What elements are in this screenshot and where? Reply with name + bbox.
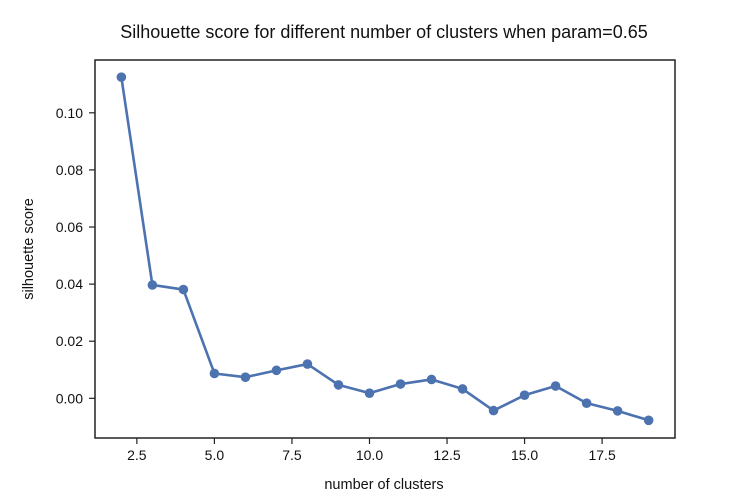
data-point — [147, 280, 158, 290]
data-point — [457, 384, 468, 394]
x-axis-label: number of clusters — [324, 477, 443, 493]
data-point — [643, 415, 654, 426]
data-point — [426, 374, 437, 385]
data-point — [550, 381, 561, 391]
y-tick-label: 0.04 — [56, 276, 83, 292]
y-tick-label: 0.06 — [56, 219, 83, 235]
y-tick-label: 0.08 — [56, 162, 83, 178]
series-line — [120, 75, 650, 422]
x-tick-label: 2.5 — [127, 447, 147, 463]
data-point — [333, 380, 344, 390]
data-point — [519, 390, 530, 400]
data-point — [240, 372, 251, 382]
data-point — [612, 406, 623, 416]
x-tick-label: 12.5 — [433, 447, 460, 463]
x-tick-label: 10.0 — [356, 447, 383, 463]
plot-area — [94, 59, 676, 439]
data-point — [488, 405, 499, 416]
series-layer — [116, 72, 654, 426]
data-point — [395, 379, 406, 389]
x-tick-label: 5.0 — [205, 447, 225, 463]
data-point — [364, 388, 375, 398]
y-tick-label: 0.00 — [56, 390, 83, 406]
data-point — [302, 359, 313, 369]
data-point — [116, 72, 127, 82]
chart-title: Silhouette score for different number of… — [120, 22, 647, 42]
data-point — [271, 365, 282, 376]
y-axis: 0.00 0.02 0.04 0.06 0.08 0.10 — [56, 105, 95, 406]
data-point — [178, 284, 189, 295]
data-point — [581, 398, 592, 408]
x-tick-label: 7.5 — [282, 447, 302, 463]
x-tick-label: 15.0 — [511, 447, 538, 463]
y-tick-label: 0.02 — [56, 333, 83, 349]
x-tick-label: 17.5 — [588, 447, 615, 463]
data-point — [209, 368, 220, 379]
y-axis-label: silhouette score — [21, 198, 37, 300]
x-axis: 2.5 5.0 7.5 10.0 12.5 15.0 17.5 — [127, 438, 616, 463]
y-tick-label: 0.10 — [56, 105, 83, 121]
